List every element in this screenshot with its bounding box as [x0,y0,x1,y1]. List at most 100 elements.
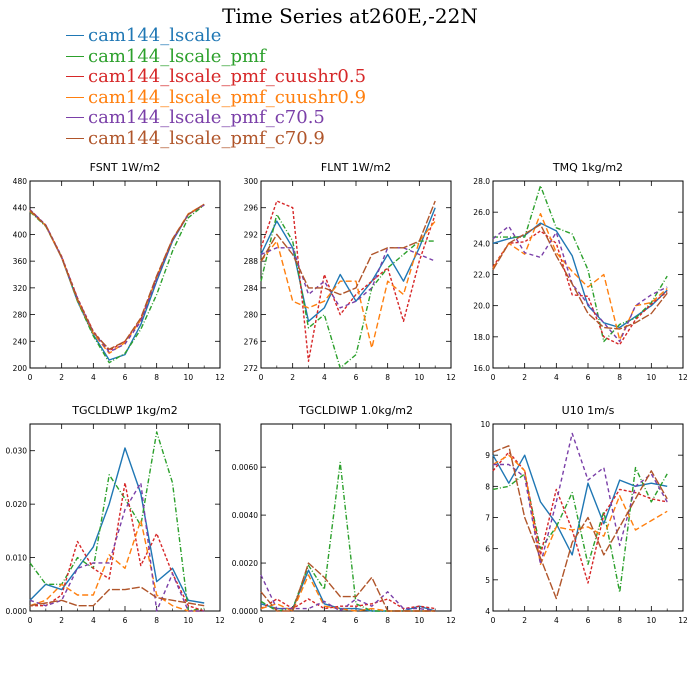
legend-swatch [66,96,84,98]
x-tick-label: 0 [259,373,264,382]
series-line [492,230,668,346]
y-tick-label: 284 [244,284,259,293]
series-line [29,203,205,354]
y-tick-label: 200 [13,364,28,373]
chart-panel: U10 1m/s 0 2 4 6 8 10 12 4 5 6 7 8 9 10 [480,404,688,625]
series-line [260,207,436,322]
y-tick-label: 0.020 [6,500,28,509]
x-tick-label: 4 [91,373,96,382]
series-line [29,482,205,612]
x-tick-label: 10 [647,616,657,625]
x-tick-label: 4 [322,616,327,625]
legend-swatch [66,55,84,57]
x-tick-label: 10 [184,373,194,382]
legend-swatch [66,35,84,36]
chart-panel: TGCLDIWP 1.0kg/m2 0 2 4 6 8 10 12 0.0000 0.0020 0.… [232,404,456,625]
x-tick-label: 8 [385,373,390,382]
y-tick-label: 8 [485,482,490,491]
x-tick-label: 6 [354,373,359,382]
x-tick-label: 0 [491,373,496,382]
series-line [260,247,436,309]
y-tick-label: 280 [244,311,259,320]
y-tick-label: 360 [13,257,28,266]
y-tick-label: 0.0060 [232,463,258,472]
series-line [260,213,436,369]
series-line [29,203,205,352]
chart-panel: FSNT 1W/m2 0 2 4 6 8 10 12 200 240 280 320 360 400 440… [13,161,225,382]
chart-title: TMQ 1kg/m2 [552,161,623,174]
y-tick-label: 320 [13,284,28,293]
x-tick-label: 8 [154,373,159,382]
x-tick-label: 0 [28,616,33,625]
y-tick-label: 6 [485,545,490,554]
chart-title: TGCLDLWP 1kg/m2 [71,404,177,417]
plot-frame [29,180,221,369]
y-tick-label: 400 [13,230,28,239]
y-tick-label: 296 [244,204,259,213]
series-line [493,184,668,343]
series-line [29,203,205,350]
y-tick-label: 0.0040 [232,511,258,520]
x-tick-label: 6 [354,616,359,625]
x-tick-label: 12 [678,616,688,625]
x-tick-label: 10 [647,373,657,382]
y-tick-label: 0.0000 [232,607,258,616]
y-tick-label: 10 [480,420,490,429]
y-tick-label: 280 [13,311,28,320]
plot-frame [260,423,452,612]
figure-title: Time Series at260E,-22N [222,4,478,28]
series-line [260,200,436,296]
series-line [260,562,436,612]
y-tick-label: 18.0 [473,333,490,342]
series-line [29,204,205,353]
x-tick-label: 6 [123,373,128,382]
y-tick-label: 22.0 [473,271,490,280]
series-line [29,447,205,604]
y-tick-label: 7 [485,514,490,523]
legend-swatch [66,137,84,139]
y-tick-label: 292 [244,230,259,239]
x-tick-label: 0 [259,616,264,625]
y-tick-label: 276 [244,337,259,346]
x-tick-label: 8 [385,616,390,625]
y-tick-label: 16.0 [473,364,490,373]
series-line [29,204,205,364]
x-tick-label: 12 [446,616,456,625]
x-tick-label: 8 [617,616,622,625]
y-tick-label: 4 [485,607,490,616]
series-line [260,598,436,610]
legend-label: cam144_lscale_pmf_c70.9 [88,127,325,149]
series-line [492,454,668,565]
chart-panel: FLNT 1W/m2 0 2 4 6 8 10 12 272 276 280 284 288 292 296… [244,161,456,382]
chart-panel: TMQ 1kg/m2 0 2 4 6 8 10 12 16.0 18.0 20.0 22.0 24.0 2… [473,161,688,382]
y-tick-label: 28.0 [473,177,490,186]
series-line [29,431,205,612]
plot-frame [260,180,452,369]
x-tick-label: 4 [554,373,559,382]
x-tick-label: 2 [59,616,64,625]
series-line [29,586,205,607]
plot-frame [29,423,221,612]
y-tick-label: 26.0 [473,208,490,217]
x-tick-label: 4 [554,616,559,625]
series-line [492,454,668,556]
legend-label: cam144_lscale [88,25,222,46]
legend-label: cam144_lscale_pmf [88,45,266,67]
x-tick-label: 0 [491,616,496,625]
x-tick-label: 10 [415,373,425,382]
y-tick-label: 0.0020 [232,559,258,568]
legend-label: cam144_lscale_pmf_cuushr0.5 [88,66,367,87]
y-tick-label: 9 [485,451,490,460]
y-tick-label: 240 [13,337,28,346]
series-line [492,212,668,341]
y-tick-label: 0.010 [6,554,28,563]
x-tick-label: 8 [617,373,622,382]
series-line [493,432,668,565]
series-line [260,220,436,349]
y-tick-label: 272 [244,364,259,373]
x-tick-label: 0 [28,373,33,382]
series-line [260,461,436,612]
x-tick-label: 6 [586,373,591,382]
x-tick-label: 4 [322,373,327,382]
